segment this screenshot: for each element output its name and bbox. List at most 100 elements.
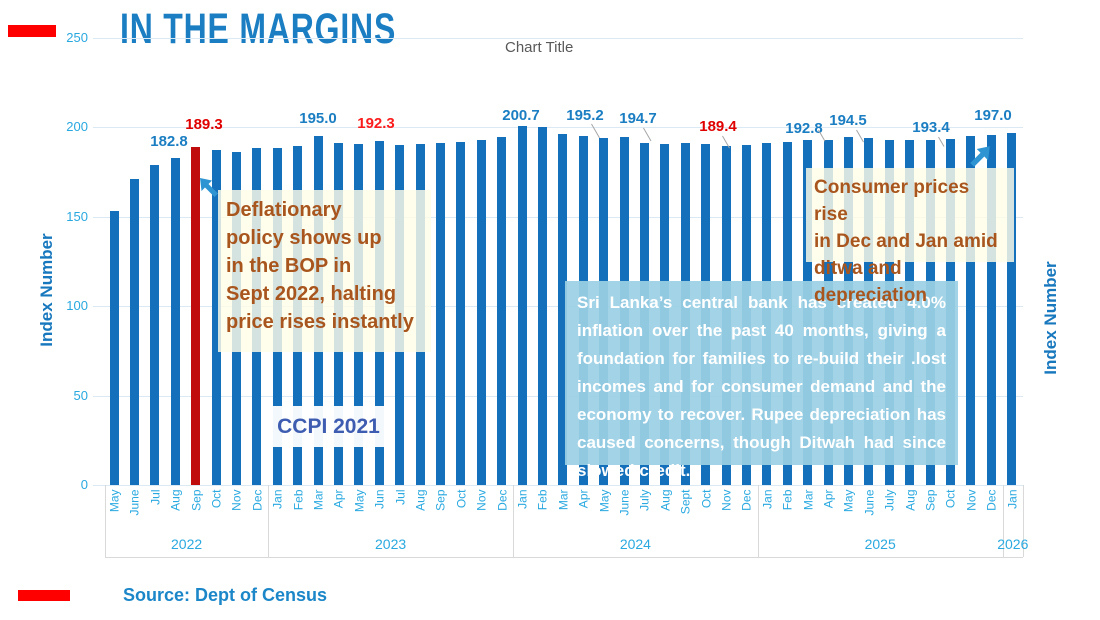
month-label: Oct — [209, 489, 224, 509]
leader-line — [938, 136, 945, 147]
year-label: 2022 — [171, 536, 203, 552]
month-label: Jul — [393, 489, 408, 505]
bar — [966, 136, 976, 485]
data-label: 182.8 — [150, 133, 188, 150]
month-label: Nov — [229, 489, 244, 511]
gridline — [93, 485, 1023, 486]
y-tick-label: 150 — [66, 208, 88, 224]
month-label: Sept — [678, 489, 693, 515]
arrow-up-right-icon — [970, 146, 990, 167]
gridline — [93, 216, 1023, 218]
chart-title: Chart Title — [505, 39, 574, 56]
y-tick-label: 250 — [66, 30, 88, 45]
leader-line — [856, 129, 864, 143]
deflation-annotation: Deflationary policy shows up in the BOP … — [218, 190, 431, 352]
month-label: Apr — [331, 489, 346, 509]
month-label: Mar — [801, 489, 816, 511]
month-label: Oct — [943, 489, 958, 509]
month-label: Aug — [903, 489, 918, 511]
leader-line — [591, 123, 600, 139]
month-label: June — [862, 489, 877, 516]
bar — [456, 141, 466, 485]
category-axis-line — [105, 557, 1023, 558]
gridline — [93, 38, 1023, 39]
month-label: Jan — [1005, 489, 1020, 509]
arrow-up-left-icon — [200, 178, 218, 197]
y-tick-label: 0 — [80, 477, 88, 492]
year-label: 2023 — [375, 536, 407, 552]
month-label: May — [841, 489, 856, 513]
month-label: July — [882, 489, 897, 511]
month-label: Mar — [311, 489, 326, 511]
bar — [517, 126, 527, 485]
year-separator — [268, 485, 270, 557]
bar — [191, 146, 201, 485]
year-separator — [105, 485, 106, 557]
month-label: Jan — [515, 489, 530, 509]
month-label: Feb — [291, 489, 306, 511]
series-label: CCPI 2021 — [272, 406, 385, 447]
data-label: 195.0 — [299, 110, 337, 127]
month-label: Dec — [739, 489, 754, 511]
gridline — [93, 127, 1023, 129]
data-label: 197.0 — [974, 107, 1012, 124]
bar — [150, 164, 160, 485]
page-title: IN THE MARGINS — [120, 6, 397, 53]
month-label: Feb — [780, 489, 795, 511]
data-label: 194.5 — [829, 112, 867, 129]
month-label: Oct — [454, 489, 469, 509]
month-label: Nov — [719, 489, 734, 511]
year-label: 2026 — [997, 536, 1029, 552]
y-tick-label: 100 — [66, 298, 88, 314]
month-label: May — [352, 489, 367, 513]
month-label: Jun — [372, 489, 387, 509]
month-label: Feb — [535, 489, 550, 511]
month-label: Nov — [474, 489, 489, 511]
gridline — [93, 395, 1023, 397]
data-label: 192.8 — [785, 120, 823, 137]
y-tick-label: 50 — [73, 387, 88, 403]
bar — [497, 137, 507, 485]
month-label: Apr — [821, 489, 836, 509]
month-label: Sep — [433, 489, 448, 511]
month-label: Mar — [556, 489, 571, 511]
month-label: Jan — [760, 489, 775, 509]
month-label: Jan — [270, 489, 285, 509]
month-label: May — [107, 489, 122, 513]
month-label: Aug — [658, 489, 673, 511]
consumer-annotation: Consumer prices rise in Dec and Jan amid… — [806, 168, 1014, 306]
red-accent-bottom — [18, 590, 70, 601]
gridline — [93, 306, 1023, 308]
leader-line — [643, 127, 652, 142]
month-label: Sep — [189, 489, 204, 511]
data-label: 195.2 — [566, 107, 604, 124]
bar — [558, 133, 568, 485]
month-label: June — [127, 489, 142, 516]
month-label: Jul — [148, 489, 163, 505]
month-label: Dec — [250, 489, 265, 511]
month-label: May — [597, 489, 612, 513]
month-label: Nov — [964, 489, 979, 511]
bar — [986, 135, 996, 485]
left-axis-title: Index Number — [37, 233, 56, 347]
bar — [211, 149, 221, 485]
bar — [109, 211, 119, 485]
month-label: June — [617, 489, 632, 516]
bar — [537, 127, 547, 485]
month-label: Oct — [699, 489, 714, 509]
bar — [476, 139, 486, 485]
red-accent-top — [8, 25, 56, 37]
y-tick-label: 200 — [66, 119, 88, 135]
year-separator — [757, 485, 759, 557]
data-label: 192.3 — [357, 115, 395, 132]
month-label: Dec — [984, 489, 999, 511]
month-label: Sep — [923, 489, 938, 511]
month-label: Aug — [413, 489, 428, 511]
data-label: 194.7 — [619, 110, 657, 127]
bar — [435, 142, 445, 485]
year-label: 2024 — [619, 536, 651, 552]
month-label: Aug — [168, 489, 183, 511]
year-separator — [513, 485, 514, 557]
bar — [170, 158, 180, 485]
